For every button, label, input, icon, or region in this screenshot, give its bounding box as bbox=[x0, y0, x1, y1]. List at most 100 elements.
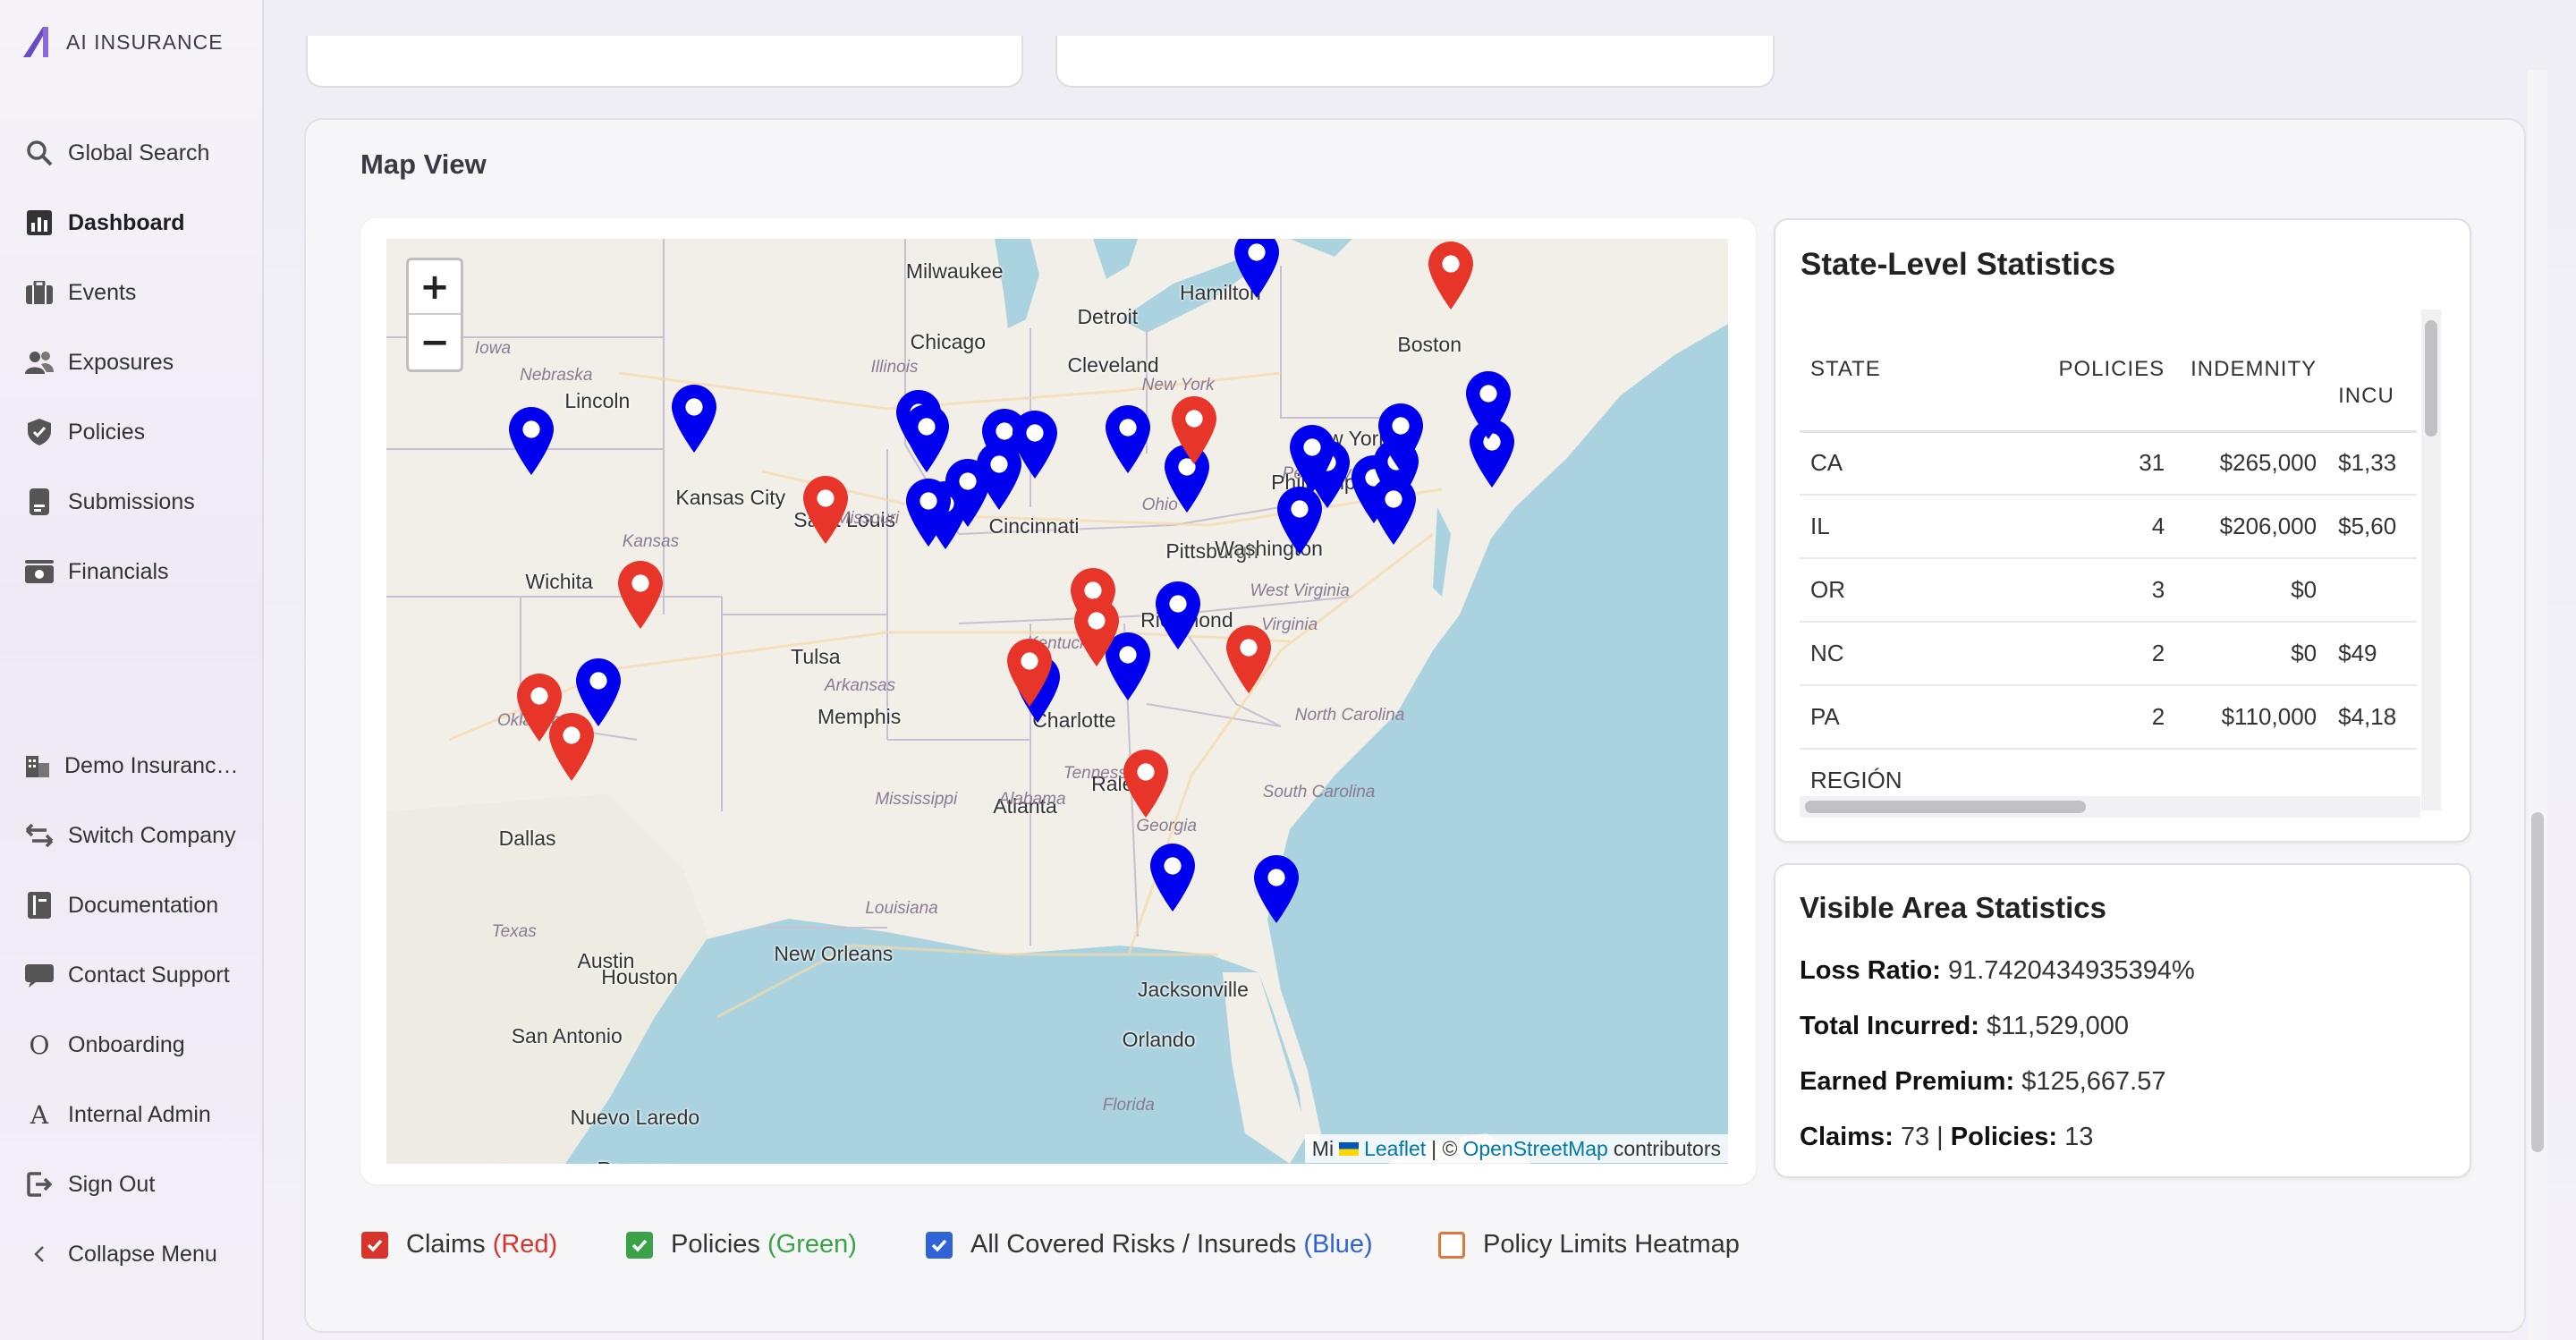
column-header-indemnity[interactable]: INDEMNITY bbox=[2175, 310, 2328, 433]
zoom-in-button[interactable]: + bbox=[409, 260, 461, 315]
column-header-state[interactable]: STATE bbox=[1800, 310, 2033, 433]
sidebar-item-submissions[interactable]: Submissions bbox=[25, 484, 195, 520]
covered-risk-marker[interactable] bbox=[1105, 632, 1150, 701]
loss-ratio-value: 91.7420434935394% bbox=[1947, 956, 2195, 985]
map-view-title: Map View bbox=[360, 148, 487, 180]
table-horizontal-scrollbar[interactable] bbox=[1800, 796, 2420, 818]
sidebar-item-dashboard[interactable]: Dashboard bbox=[25, 205, 185, 241]
brand[interactable]: AI INSURANCE bbox=[21, 23, 224, 61]
map-city-label: New Orleans bbox=[774, 942, 894, 966]
map-city-label: Monterrey bbox=[487, 1160, 580, 1164]
covered-risk-marker[interactable] bbox=[1234, 239, 1280, 298]
zoom-out-button[interactable]: − bbox=[419, 321, 450, 363]
sidebar-item-contact-support[interactable]: Contact Support bbox=[25, 957, 230, 993]
claim-marker[interactable] bbox=[1171, 395, 1216, 464]
sidebar-item-policies[interactable]: Policies bbox=[25, 414, 145, 450]
covered-risk-marker[interactable] bbox=[1377, 403, 1423, 472]
checkmark-icon bbox=[367, 1239, 383, 1252]
heatmap-toggle[interactable]: Policy Limits Heatmap bbox=[1438, 1230, 1740, 1259]
incurred-cell: $1,33 bbox=[2327, 431, 2417, 496]
state-cell: IL bbox=[1800, 495, 2033, 559]
covered-risk-marker[interactable] bbox=[945, 459, 990, 528]
total-incurred-line: Total Incurred: $11,529,000 bbox=[1800, 1012, 2129, 1041]
table-row[interactable]: OR 3 $0 bbox=[1800, 558, 2417, 623]
covered-risk-marker[interactable] bbox=[508, 407, 554, 476]
claim-marker[interactable] bbox=[517, 673, 563, 742]
map-region-label: Louisiana bbox=[865, 899, 938, 919]
ukraine-flag-icon bbox=[1339, 1141, 1360, 1156]
claim-marker[interactable] bbox=[1225, 625, 1271, 694]
scroll-thumb[interactable] bbox=[2425, 320, 2437, 437]
sidebar-item-label: Dashboard bbox=[68, 209, 185, 235]
covered-risk-marker[interactable] bbox=[906, 479, 952, 547]
sidebar-item-financials[interactable]: Financials bbox=[25, 554, 169, 589]
claims-checkbox[interactable] bbox=[361, 1231, 388, 1259]
sidebar-item-company[interactable]: Demo Insuranc… bbox=[23, 748, 239, 784]
claims-toggle[interactable]: Claims (Red) bbox=[361, 1230, 557, 1259]
covered-risks-toggle[interactable]: All Covered Risks / Insureds (Blue) bbox=[926, 1230, 1373, 1259]
covered-risks-checkbox[interactable] bbox=[926, 1231, 953, 1259]
loss-ratio-label: Loss Ratio: bbox=[1800, 956, 1941, 985]
sidebar-item-switch-company[interactable]: Switch Company bbox=[25, 818, 236, 853]
covered-risk-marker[interactable] bbox=[576, 657, 622, 726]
claim-marker[interactable] bbox=[1074, 598, 1120, 666]
switch-icon bbox=[25, 821, 54, 850]
search-icon bbox=[25, 139, 54, 167]
covered-risk-marker[interactable] bbox=[1370, 477, 1416, 546]
money-icon bbox=[25, 557, 54, 586]
column-header-policies[interactable]: POLICIES bbox=[2032, 310, 2176, 433]
covered-risk-marker[interactable] bbox=[671, 385, 716, 454]
covered-risk-marker[interactable] bbox=[1105, 405, 1150, 474]
sidebar-item-label: Exposures bbox=[68, 349, 174, 375]
covered-risk-marker[interactable] bbox=[1013, 410, 1058, 479]
scroll-thumb[interactable] bbox=[1805, 801, 2086, 813]
table-vertical-scrollbar[interactable] bbox=[2421, 310, 2441, 810]
map-city-label: San Antonio bbox=[511, 1023, 623, 1047]
sidebar-item-collapse-menu[interactable]: Collapse Menu bbox=[25, 1236, 217, 1272]
covered-risk-marker[interactable] bbox=[1156, 581, 1201, 649]
covered-risk-marker[interactable] bbox=[904, 404, 950, 473]
page-scroll-thumb[interactable] bbox=[2531, 812, 2544, 1152]
policies-toggle[interactable]: Policies (Green) bbox=[626, 1230, 857, 1259]
claim-marker[interactable] bbox=[618, 560, 664, 629]
claim-marker[interactable] bbox=[1428, 241, 1474, 310]
incurred-cell: $4,18 bbox=[2327, 685, 2417, 750]
openstreetmap-link[interactable]: OpenStreetMap bbox=[1462, 1136, 1608, 1160]
sidebar-item-sign-out[interactable]: Sign Out bbox=[25, 1166, 155, 1202]
covered-risk-marker[interactable] bbox=[1164, 445, 1209, 513]
attribution-suffix: contributors bbox=[1613, 1136, 1721, 1160]
heatmap-checkbox[interactable] bbox=[1438, 1231, 1465, 1259]
sidebar-item-documentation[interactable]: Documentation bbox=[25, 887, 218, 923]
table-row[interactable]: IL 4 $206,000 $5,60 bbox=[1800, 495, 2417, 559]
table-row[interactable]: NC 2 $0 $49 bbox=[1800, 622, 2417, 686]
covered-risk-marker[interactable] bbox=[1289, 425, 1335, 494]
leaflet-link[interactable]: Leaflet bbox=[1364, 1136, 1427, 1160]
covered-risk-marker[interactable] bbox=[1150, 843, 1196, 912]
covered-risk-marker[interactable] bbox=[1276, 486, 1322, 555]
covered-risk-marker[interactable] bbox=[1466, 370, 1512, 439]
total-incurred-value: $11,529,000 bbox=[1986, 1012, 2130, 1040]
sidebar-item-global-search[interactable]: Global Search bbox=[25, 135, 209, 171]
sidebar-item-onboarding[interactable]: O Onboarding bbox=[25, 1027, 185, 1063]
claim-marker[interactable] bbox=[1123, 749, 1169, 818]
page-scrollbar[interactable] bbox=[2528, 70, 2547, 1340]
column-header-incurred[interactable]: INCU bbox=[2327, 310, 2417, 433]
table-row[interactable]: CA 31 $265,000 $1,33 bbox=[1800, 431, 2417, 496]
sidebar-item-internal-admin[interactable]: A Internal Admin bbox=[25, 1097, 211, 1132]
sidebar-item-exposures[interactable]: Exposures bbox=[25, 344, 174, 380]
table-row[interactable]: PA 2 $110,000 $4,18 bbox=[1800, 685, 2417, 750]
covered-risk-marker[interactable] bbox=[976, 442, 1021, 511]
policies-color-label: (Green) bbox=[767, 1230, 857, 1259]
policies-value: 13 bbox=[2064, 1123, 2094, 1151]
covered-risk-marker[interactable] bbox=[1254, 855, 1300, 924]
claim-marker[interactable] bbox=[549, 712, 595, 781]
claim-marker[interactable] bbox=[803, 476, 849, 545]
policies-checkbox[interactable] bbox=[626, 1231, 653, 1259]
state-stats-table-wrap[interactable]: STATE POLICIES INDEMNITY INCU CA 31 $265,0… bbox=[1800, 310, 2417, 806]
sidebar-item-events[interactable]: Events bbox=[25, 275, 136, 310]
covered-risk-marker[interactable] bbox=[1469, 420, 1514, 488]
map[interactable]: Milwaukee Hamilton Detroit Chicago Cleveland… bbox=[386, 239, 1728, 1164]
claim-marker[interactable] bbox=[1007, 638, 1053, 707]
map-region-label: Ohio bbox=[1141, 495, 1178, 514]
map-region-label: Illinois bbox=[870, 358, 919, 377]
